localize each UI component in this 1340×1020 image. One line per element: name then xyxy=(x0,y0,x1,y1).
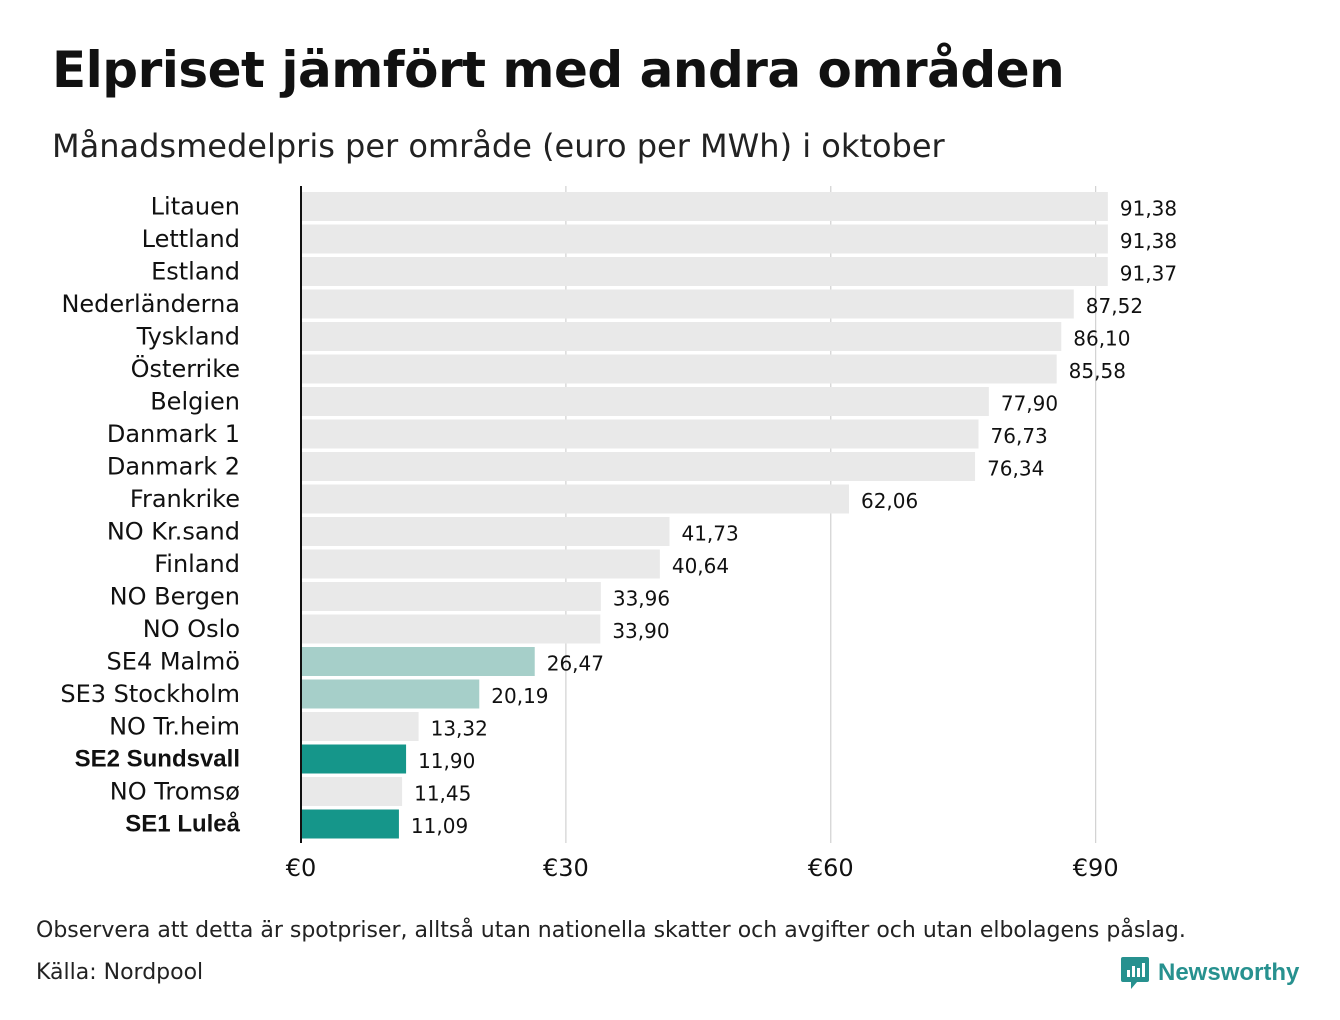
brand-logo: Newsworthy xyxy=(1120,953,1299,993)
value-label: 40,64 xyxy=(672,554,729,578)
brand-name: Newsworthy xyxy=(1158,959,1300,986)
value-label: 91,37 xyxy=(1120,262,1177,286)
category-label: Belgien xyxy=(150,388,240,416)
bar xyxy=(301,582,601,611)
category-label: Tyskland xyxy=(136,323,240,351)
category-label: NO Kr.sand xyxy=(107,518,240,546)
value-label: 62,06 xyxy=(861,489,918,513)
category-label: Finland xyxy=(154,550,240,578)
chart-title: Elpriset jämfört med andra områden xyxy=(52,41,1065,99)
bar xyxy=(301,517,670,546)
bar xyxy=(301,192,1108,221)
bar xyxy=(301,744,407,774)
bar xyxy=(301,322,1062,351)
bar xyxy=(301,419,979,449)
value-label: 76,73 xyxy=(991,424,1048,448)
value-label: 41,73 xyxy=(681,522,738,546)
value-label: 76,34 xyxy=(987,457,1044,481)
footnote: Observera att detta är spotpriser, allts… xyxy=(36,918,1186,943)
value-label: 91,38 xyxy=(1120,229,1177,253)
value-label: 13,32 xyxy=(431,717,488,741)
value-label: 86,10 xyxy=(1073,327,1130,351)
category-label: Lettland xyxy=(142,225,240,253)
category-label: Nederländerna xyxy=(61,290,240,318)
category-label: Litauen xyxy=(151,193,240,221)
bar-chart: Litauen 91,38 Lettland 91,38 Estland 91,37 Ned… xyxy=(60,186,1177,882)
bar xyxy=(301,777,403,806)
category-label: NO Oslo xyxy=(143,615,240,643)
category-label: NO Tromsø xyxy=(110,778,240,806)
category-label: SE4 Malmö xyxy=(107,648,240,676)
x-tick-label: €0 xyxy=(286,854,317,882)
bar xyxy=(301,549,660,579)
value-label: 85,58 xyxy=(1069,359,1126,383)
category-label: SE2 Sundsvall xyxy=(75,746,240,773)
value-label: 11,09 xyxy=(411,814,468,838)
bar xyxy=(301,614,601,644)
bar xyxy=(301,647,535,676)
source-note: Källa: Nordpool xyxy=(36,960,204,985)
category-label: Estland xyxy=(151,258,240,286)
value-label: 33,90 xyxy=(612,619,669,643)
value-label: 33,96 xyxy=(613,587,670,611)
value-label: 26,47 xyxy=(547,652,604,676)
value-label: 11,45 xyxy=(414,782,471,806)
bar xyxy=(301,809,399,839)
bar xyxy=(301,484,849,514)
bar xyxy=(301,679,480,709)
category-label: NO Bergen xyxy=(110,583,240,611)
bar xyxy=(301,224,1108,254)
bar xyxy=(301,387,989,416)
value-label: 77,90 xyxy=(1001,392,1058,416)
value-label: 87,52 xyxy=(1086,294,1143,318)
category-label: Danmark 1 xyxy=(107,420,240,448)
category-label: Österrike xyxy=(131,354,240,383)
bar xyxy=(301,452,976,481)
x-tick-label: €60 xyxy=(808,854,854,882)
value-label: 91,38 xyxy=(1120,197,1177,221)
newsworthy-logo-icon xyxy=(1121,957,1149,989)
bar xyxy=(301,289,1074,319)
category-label: SE1 Luleå xyxy=(125,811,240,838)
x-tick-label: €30 xyxy=(543,854,589,882)
bar xyxy=(301,354,1057,384)
chart-subtitle: Månadsmedelpris per område (euro per MWh… xyxy=(52,127,945,165)
bar xyxy=(301,257,1108,286)
value-label: 11,90 xyxy=(418,749,475,773)
category-label: SE3 Stockholm xyxy=(60,680,240,708)
category-label: Frankrike xyxy=(130,485,240,513)
bar xyxy=(301,712,419,741)
value-label: 20,19 xyxy=(491,684,548,708)
category-label: NO Tr.heim xyxy=(109,713,240,741)
category-label: Danmark 2 xyxy=(107,453,240,481)
x-tick-label: €90 xyxy=(1073,854,1119,882)
